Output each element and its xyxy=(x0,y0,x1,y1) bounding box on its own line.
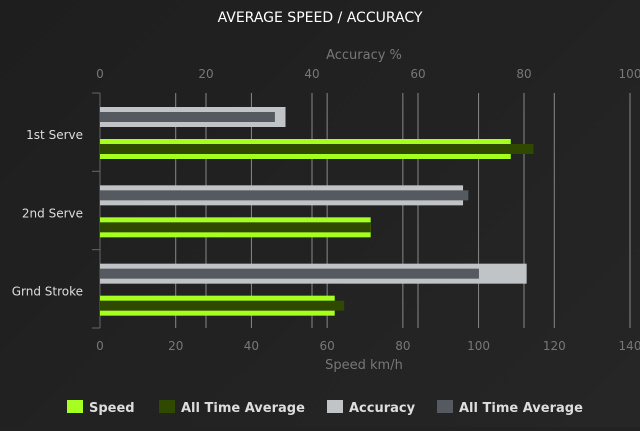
legend-swatch xyxy=(327,400,343,413)
legend-label: Speed xyxy=(89,401,135,416)
legend-label: All Time Average xyxy=(459,401,583,416)
top-tick-label: 100 xyxy=(619,67,640,81)
category-label: Grnd Stroke xyxy=(12,285,83,299)
category-label: 2nd Serve xyxy=(22,206,83,220)
bottom-tick-label: 20 xyxy=(168,339,183,353)
legend-swatch xyxy=(437,400,453,413)
bottom-tick-label: 140 xyxy=(619,339,640,353)
speed-average-bar xyxy=(100,222,371,233)
bottom-tick-label: 40 xyxy=(244,339,259,353)
bottom-axis-label: Speed km/h xyxy=(325,358,403,373)
accuracy-average-bar xyxy=(100,112,275,122)
bottom-tick-label: 0 xyxy=(96,339,104,353)
speed-average-bar xyxy=(100,144,534,154)
top-axis-label: Accuracy % xyxy=(326,48,402,63)
accuracy-average-bar xyxy=(100,268,479,279)
bottom-tick-label: 120 xyxy=(543,339,566,353)
top-tick-label: 40 xyxy=(304,67,319,81)
legend-swatch xyxy=(67,400,83,413)
top-tick-label: 0 xyxy=(96,67,104,81)
chart-title: AVERAGE SPEED / ACCURACY xyxy=(218,10,423,26)
legend-label: Accuracy xyxy=(349,401,416,416)
top-tick-label: 80 xyxy=(516,67,531,81)
accuracy-average-bar xyxy=(100,190,469,201)
legend-label: All Time Average xyxy=(181,401,305,416)
bottom-tick-label: 100 xyxy=(467,339,490,353)
top-tick-label: 20 xyxy=(198,67,213,81)
speed-average-bar xyxy=(100,300,345,311)
legend-swatch xyxy=(159,400,175,413)
top-tick-label: 60 xyxy=(410,67,425,81)
bottom-tick-label: 60 xyxy=(320,339,335,353)
bottom-tick-label: 80 xyxy=(395,339,410,353)
category-label: 1st Serve xyxy=(26,128,83,142)
